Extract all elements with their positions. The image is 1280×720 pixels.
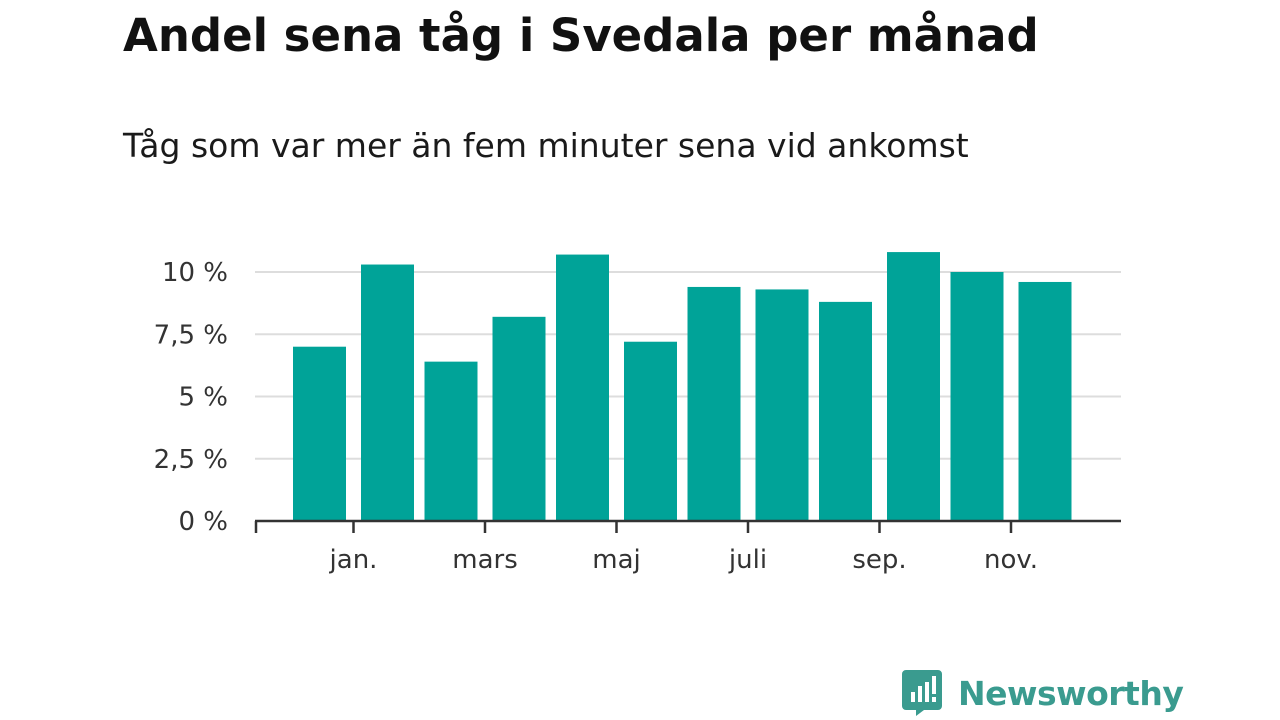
y-tick-label: 2,5 %	[154, 445, 228, 475]
bar-maj	[624, 341, 677, 521]
x-tick-label: mars	[452, 545, 518, 575]
brand-name: Newsworthy	[958, 673, 1184, 713]
newsworthy-logo-icon	[902, 670, 942, 716]
x-tick-label: maj	[592, 545, 640, 575]
x-tick-label: sep.	[852, 545, 906, 575]
bar-jan	[361, 264, 414, 521]
y-tick-label: 5 %	[178, 383, 228, 413]
y-tick-label: 7,5 %	[154, 320, 228, 350]
x-tick-label: jan.	[329, 545, 378, 575]
y-axis-labels: 0 % 2,5 % 5 % 7,5 % 10 %	[154, 258, 228, 537]
bar-apr	[556, 254, 609, 521]
bar-nov	[1018, 281, 1072, 521]
y-tick-label: 0 %	[178, 507, 228, 537]
x-tick-label: juli	[728, 545, 767, 575]
bar-juli	[755, 289, 809, 521]
bars	[293, 252, 1072, 521]
x-tick-label: nov.	[984, 545, 1038, 575]
bar-sep	[887, 252, 940, 521]
y-tick-label: 10 %	[162, 258, 228, 288]
x-axis	[254, 519, 1121, 533]
newsworthy-logo: Newsworthy	[902, 670, 1184, 716]
bar-dec	[293, 346, 346, 521]
x-axis-labels: jan. mars maj juli sep. nov.	[329, 545, 1038, 575]
bar-aug	[819, 301, 872, 521]
chart-subtitle: Tåg som var mer än fem minuter sena vid …	[123, 126, 969, 165]
bar-mars	[492, 316, 546, 521]
chart-title: Andel sena tåg i Svedala per månad	[123, 9, 1039, 62]
bar-juni	[687, 286, 741, 521]
bar-feb	[424, 361, 478, 521]
bar-okt	[950, 272, 1004, 521]
